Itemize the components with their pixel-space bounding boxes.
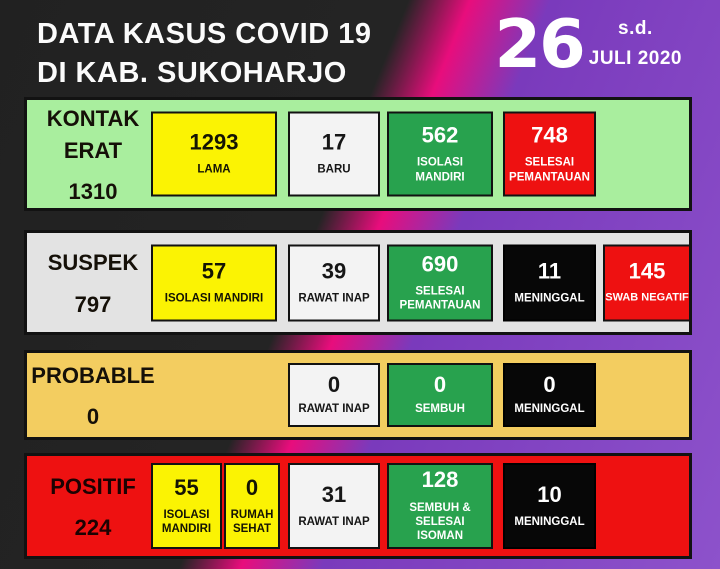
card-value: 31 bbox=[321, 481, 347, 507]
category-name: POSITIF bbox=[50, 473, 136, 499]
card-label: RAWAT INAP bbox=[298, 403, 370, 416]
card-rawat-inap: 31 RAWAT INAP bbox=[288, 463, 380, 549]
card-sembuh-selesai-isoman: 128 SEMBUH & SELESAI ISOMAN bbox=[387, 463, 493, 549]
report-date-prefix: s.d. bbox=[618, 17, 653, 39]
card-value: 690 bbox=[421, 251, 459, 277]
card-baru: 17 BARU bbox=[288, 111, 380, 197]
card-value: 11 bbox=[537, 258, 562, 284]
card-value: 17 bbox=[321, 129, 347, 155]
category-total: 224 bbox=[74, 515, 112, 541]
card-isolasi-mandiri: 562 ISOLASI MANDIRI bbox=[387, 111, 493, 197]
card-value: 0 bbox=[543, 372, 556, 398]
card-value: 39 bbox=[321, 258, 347, 284]
card-rumah-sehat: 0 RUMAH SEHAT bbox=[224, 463, 280, 549]
page-title: DATA KASUS COVID 19 DI KAB. SUKOHARJO bbox=[37, 15, 371, 92]
card-label: RAWAT INAP bbox=[298, 515, 370, 528]
card-label: ISOLASI MANDIRI bbox=[161, 508, 212, 536]
card-rawat-inap: 0 RAWAT INAP bbox=[288, 363, 380, 427]
card-label: BARU bbox=[317, 163, 351, 176]
category-total: 0 bbox=[86, 404, 100, 430]
card-label: SELESAI PEMANTAUAN bbox=[509, 156, 590, 184]
card-label: LAMA bbox=[197, 163, 231, 176]
card-value: 748 bbox=[531, 122, 568, 148]
card-value: 55 bbox=[174, 474, 199, 500]
card-label: RAWAT INAP bbox=[298, 292, 370, 305]
card-isolasi-mandiri: 55 ISOLASI MANDIRI bbox=[151, 463, 222, 549]
category-total: 797 bbox=[74, 291, 112, 317]
card-label: SELESAI PEMANTAUAN bbox=[399, 285, 481, 312]
page-title-line1: DATA KASUS COVID 19 bbox=[37, 18, 372, 50]
card-value: 562 bbox=[421, 122, 459, 148]
card-label: MENINGGAL bbox=[514, 403, 585, 416]
panel-probable: PROBABLE 0 0 RAWAT INAP 0 SEMBUH 0 MENIN… bbox=[24, 350, 692, 440]
card-lama: 1293 LAMA bbox=[151, 111, 277, 197]
category-total: 1310 bbox=[68, 179, 118, 205]
panel-positif-label: POSITIF 224 bbox=[30, 456, 156, 556]
report-date: 26 s.d. JULI 2020 bbox=[494, 5, 682, 83]
card-meninggal: 11 MENINGGAL bbox=[503, 244, 596, 321]
card-label: ISOLASI MANDIRI bbox=[415, 156, 465, 184]
category-name: SUSPEK bbox=[47, 250, 139, 276]
card-label: MENINGGAL bbox=[514, 515, 585, 528]
card-value: 0 bbox=[327, 372, 341, 398]
card-rawat-inap: 39 RAWAT INAP bbox=[288, 244, 380, 321]
card-value: 0 bbox=[433, 372, 447, 398]
card-swab-negatif: 145 SWAB NEGATIF bbox=[603, 244, 691, 321]
category-name: PROBABLE bbox=[31, 362, 155, 388]
panel-kontak-erat-label: KONTAK ERAT 1310 bbox=[30, 100, 156, 208]
card-value: 128 bbox=[421, 467, 459, 493]
card-label: ISOLASI MANDIRI bbox=[164, 292, 264, 305]
card-value: 0 bbox=[245, 474, 259, 500]
card-label: MENINGGAL bbox=[514, 292, 585, 305]
card-selesai-pemantauan: 748 SELESAI PEMANTAUAN bbox=[503, 111, 596, 197]
card-value: 1293 bbox=[189, 129, 239, 155]
report-date-detail: s.d. JULI 2020 bbox=[589, 18, 682, 73]
report-date-monthyear: JULI 2020 bbox=[588, 47, 682, 69]
card-label: SEMBUH bbox=[415, 403, 465, 416]
panel-kontak-erat: KONTAK ERAT 1310 1293 LAMA 17 BARU 562 I… bbox=[24, 97, 692, 211]
card-label: RUMAH SEHAT bbox=[230, 508, 274, 536]
panel-suspek-label: SUSPEK 797 bbox=[30, 233, 156, 332]
report-date-day: 26 bbox=[494, 5, 586, 83]
card-label: SWAB NEGATIF bbox=[605, 291, 689, 304]
card-meninggal: 10 MENINGGAL bbox=[503, 463, 596, 549]
category-name: KONTAK ERAT bbox=[46, 105, 140, 163]
card-meninggal: 0 MENINGGAL bbox=[503, 363, 596, 427]
card-value: 57 bbox=[201, 258, 227, 284]
card-sembuh: 0 SEMBUH bbox=[387, 363, 493, 427]
card-value: 145 bbox=[628, 258, 666, 284]
card-label: SEMBUH & SELESAI ISOMAN bbox=[409, 501, 471, 543]
card-isolasi-mandiri: 57 ISOLASI MANDIRI bbox=[151, 244, 277, 321]
page-title-line2: DI KAB. SUKOHARJO bbox=[37, 56, 347, 89]
panel-positif: POSITIF 224 55 ISOLASI MANDIRI 0 RUMAH S… bbox=[24, 453, 692, 559]
panel-probable-label: PROBABLE 0 bbox=[30, 353, 156, 437]
card-value: 10 bbox=[537, 481, 562, 507]
panel-suspek: SUSPEK 797 57 ISOLASI MANDIRI 39 RAWAT I… bbox=[24, 230, 692, 335]
card-selesai-pemantauan: 690 SELESAI PEMANTAUAN bbox=[387, 244, 493, 321]
